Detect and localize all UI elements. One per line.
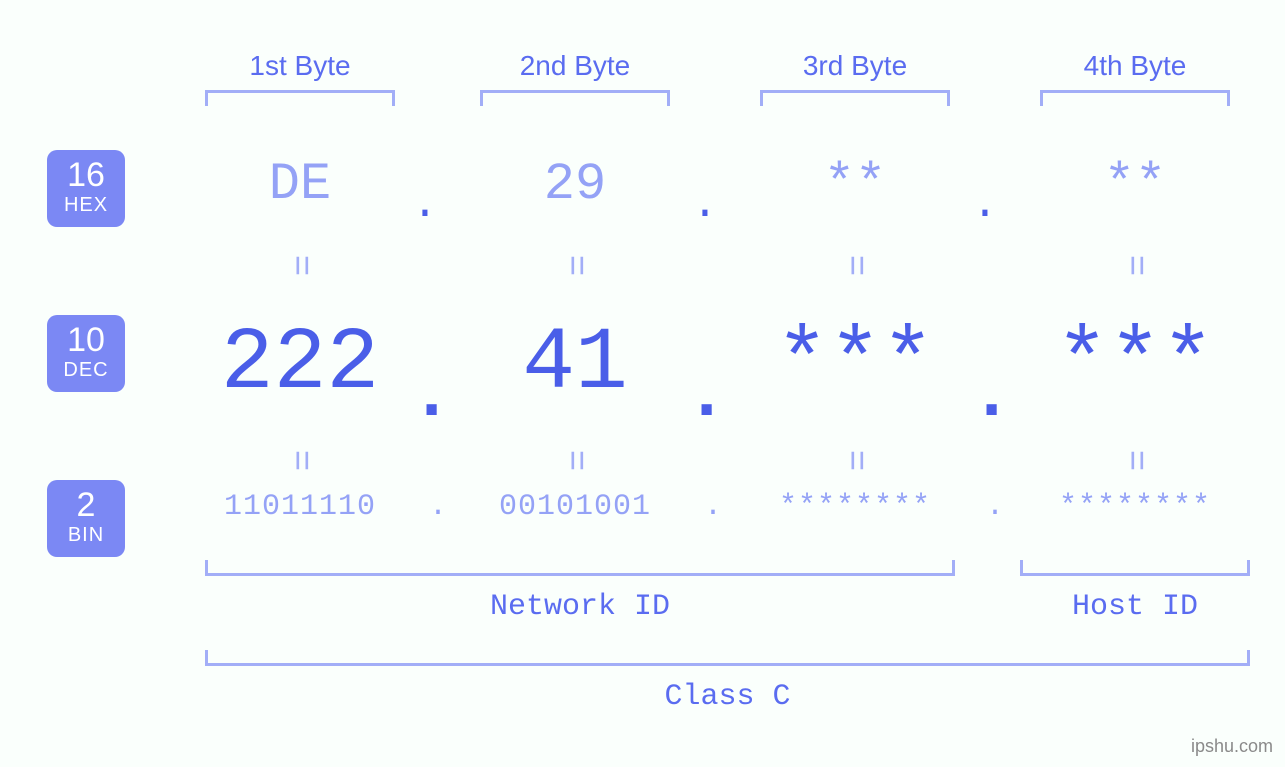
dec-byte-4: *** [1005,315,1265,414]
label-host-id: Host ID [1020,590,1250,624]
bin-byte-3: ******** [725,490,985,524]
hex-byte-1: DE [185,155,415,214]
hex-dot-1: . [410,180,440,230]
hex-byte-2: 29 [460,155,690,214]
label-network-id: Network ID [205,590,955,624]
bracket-network-id [205,560,955,576]
bracket-byte-3 [760,90,950,106]
bin-byte-4: ******** [1005,490,1265,524]
bracket-byte-4 [1040,90,1230,106]
bracket-byte-2 [480,90,670,106]
dec-byte-3: *** [725,315,985,414]
bracket-byte-1 [205,90,395,106]
bin-byte-2: 00101001 [445,490,705,524]
row-dec: 222 . 41 . *** . *** [0,315,1285,425]
bracket-class [205,650,1250,666]
hex-dot-2: . [690,180,720,230]
dec-dot-2: . [685,355,715,437]
equals-dec-bin-4: = [1115,441,1156,481]
bin-dot-2: . [698,490,728,524]
dec-dot-3: . [970,355,1000,437]
label-class: Class C [205,680,1250,714]
dec-byte-2: 41 [445,315,705,414]
byte-header-2: 2nd Byte [460,50,690,82]
hex-dot-3: . [970,180,1000,230]
row-bin: 11011110 . 00101001 . ******** . *******… [0,490,1285,550]
byte-header-4: 4th Byte [1020,50,1250,82]
equals-dec-bin-3: = [835,441,876,481]
equals-hex-dec-2: = [555,246,596,286]
byte-header-1: 1st Byte [185,50,415,82]
watermark: ipshu.com [1191,736,1273,757]
dec-byte-1: 222 [170,315,430,414]
bracket-host-id [1020,560,1250,576]
equals-dec-bin-1: = [280,441,321,481]
hex-byte-3: ** [740,155,970,214]
bin-byte-1: 11011110 [170,490,430,524]
row-hex: DE . 29 . ** . ** [0,155,1285,225]
equals-dec-bin-2: = [555,441,596,481]
dec-dot-1: . [410,355,440,437]
hex-byte-4: ** [1020,155,1250,214]
equals-hex-dec-3: = [835,246,876,286]
equals-hex-dec-4: = [1115,246,1156,286]
equals-hex-dec-1: = [280,246,321,286]
byte-header-3: 3rd Byte [740,50,970,82]
